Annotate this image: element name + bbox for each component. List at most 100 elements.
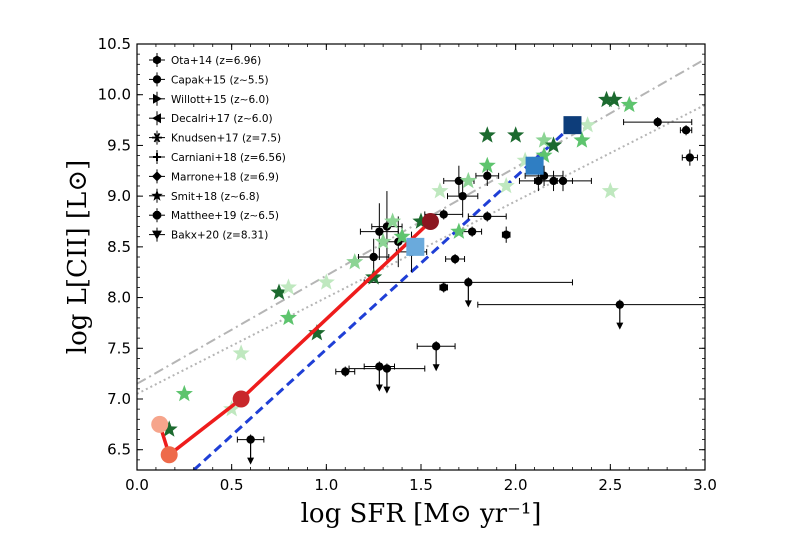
plot-frame bbox=[136, 43, 706, 471]
y-tick-label: 9.0 bbox=[107, 187, 131, 205]
smit-star-point bbox=[598, 90, 616, 108]
model-square-point bbox=[406, 237, 425, 256]
y-tick-label: 10.0 bbox=[98, 86, 131, 104]
y-tick-label: 7.0 bbox=[107, 390, 131, 408]
y-tick-label: 7.5 bbox=[107, 339, 131, 357]
axis-ticks: 0.0 0.5 1.0 1.5 2.0 2.5 3.0 6.5 7.0 7.5 8.0 8.5 9.0 9… bbox=[98, 35, 717, 494]
legend-entry-label: Capak+15 (z∼5.5) bbox=[171, 74, 269, 86]
smit-star-point bbox=[478, 126, 496, 143]
smit-star-point bbox=[516, 151, 534, 168]
relation-dotted-line bbox=[137, 104, 705, 395]
literature-point bbox=[467, 227, 477, 236]
smit-star-point bbox=[393, 227, 411, 244]
legend-entry-label: Carniani+18 (z=6.56) bbox=[171, 152, 286, 164]
literature-point bbox=[369, 252, 378, 262]
smit-star-point bbox=[175, 384, 193, 402]
upper-limit-arrowhead bbox=[464, 300, 472, 308]
y-tick-label: 8.0 bbox=[107, 289, 131, 307]
asterisk-marker-icon bbox=[153, 132, 161, 143]
legend-entry-label: Willott+15 (z∼6.0) bbox=[171, 94, 269, 106]
upper-limit-arrowhead bbox=[383, 386, 391, 394]
literature-point bbox=[450, 254, 460, 264]
upper-limit-arrowhead bbox=[616, 322, 624, 330]
star-marker-icon bbox=[151, 189, 163, 201]
literature-point bbox=[558, 176, 568, 186]
literature-point bbox=[483, 171, 492, 181]
smit-star-point bbox=[346, 253, 364, 270]
legend-entry-label: Knudsen+17 (z=7.5) bbox=[171, 133, 281, 145]
literature-point bbox=[375, 227, 384, 236]
y-tick-label: 6.5 bbox=[107, 441, 131, 459]
literature-point bbox=[502, 230, 511, 239]
smit-star-point bbox=[431, 182, 449, 199]
literature-point bbox=[439, 283, 448, 292]
x-tick-label: 1.0 bbox=[314, 476, 338, 494]
model-track-point bbox=[160, 446, 178, 464]
smit-star-point bbox=[601, 182, 619, 199]
circle-marker-icon bbox=[152, 75, 162, 84]
x-tick-label: 2.5 bbox=[598, 476, 622, 494]
x-tick-label: 3.0 bbox=[693, 476, 717, 494]
literature-point bbox=[615, 300, 624, 309]
literature-point bbox=[685, 153, 695, 162]
model-track-line bbox=[158, 220, 432, 458]
smit-star-point bbox=[535, 146, 553, 163]
octagon-marker-icon bbox=[152, 211, 162, 220]
model-square-point bbox=[525, 156, 544, 175]
upper-limit-arrowhead bbox=[432, 364, 440, 372]
model-square-point bbox=[563, 116, 582, 135]
legend-entry-label: Marrone+18 (z=6.9) bbox=[171, 171, 279, 183]
smit-star-point bbox=[374, 232, 392, 250]
x-tick-label: 2.0 bbox=[504, 476, 528, 494]
model-track-point bbox=[151, 415, 169, 433]
smit-star-point bbox=[507, 126, 525, 143]
literature-point bbox=[458, 191, 467, 201]
literature-point bbox=[382, 364, 392, 373]
x-axis-label: log SFR [M⊙ yr⁻¹] bbox=[301, 499, 542, 529]
literature-point bbox=[341, 367, 350, 376]
smit-star-point bbox=[620, 95, 638, 113]
relation-dashed-line bbox=[192, 123, 574, 470]
hexagon-marker-icon bbox=[153, 55, 161, 65]
model-track-point bbox=[421, 213, 439, 230]
y-axis-label: log L[CII] [L⊙] bbox=[63, 160, 93, 354]
x-tick-label: 0.5 bbox=[220, 476, 244, 494]
y-tick-label: 8.5 bbox=[107, 238, 131, 256]
smit-star-point bbox=[545, 136, 563, 153]
smit-star-point bbox=[317, 273, 335, 290]
literature-point bbox=[246, 435, 255, 444]
smit-star-point bbox=[478, 156, 496, 173]
smit-star-point bbox=[232, 344, 250, 361]
x-tick-label: 1.5 bbox=[409, 476, 433, 494]
smit-star-point bbox=[270, 283, 288, 300]
literature-point bbox=[483, 212, 492, 221]
literature-point bbox=[464, 278, 473, 287]
literature-point bbox=[454, 176, 464, 186]
literature-point bbox=[653, 117, 662, 127]
legend-entry-label: Decalri+17 (z∼6.0) bbox=[171, 113, 273, 125]
plot-area bbox=[137, 58, 705, 470]
smit-star-point bbox=[279, 278, 297, 295]
smit-star-point bbox=[579, 116, 597, 133]
y-tick-label: 9.5 bbox=[107, 136, 131, 154]
smit-star-point bbox=[412, 212, 430, 229]
model-track-point bbox=[232, 390, 250, 408]
legend-entry-label: Smit+18 (z∼6.8) bbox=[171, 191, 260, 203]
legend-entry-label: Matthee+19 (z∼6.5) bbox=[171, 210, 279, 222]
smit-star-point bbox=[160, 420, 178, 437]
smit-star-point bbox=[535, 131, 553, 148]
y-tick-label: 10.5 bbox=[98, 35, 131, 53]
smit-star-point bbox=[384, 212, 402, 229]
smit-star-point bbox=[605, 90, 623, 108]
smit-star-point bbox=[497, 177, 515, 194]
upper-limit-arrowhead bbox=[375, 384, 383, 392]
triangle-left-marker-icon bbox=[152, 113, 161, 124]
legend: Ota+14 (z=6.96) Capak+15 (z∼5.5) Willott+1… bbox=[149, 53, 286, 242]
diamond-marker-icon bbox=[152, 171, 162, 182]
legend-entry-label: Ota+14 (z=6.96) bbox=[171, 55, 261, 67]
literature-point bbox=[681, 126, 691, 135]
smit-star-point bbox=[308, 324, 326, 341]
triangle-down-marker-icon bbox=[152, 230, 162, 240]
smit-star-point bbox=[279, 308, 297, 326]
